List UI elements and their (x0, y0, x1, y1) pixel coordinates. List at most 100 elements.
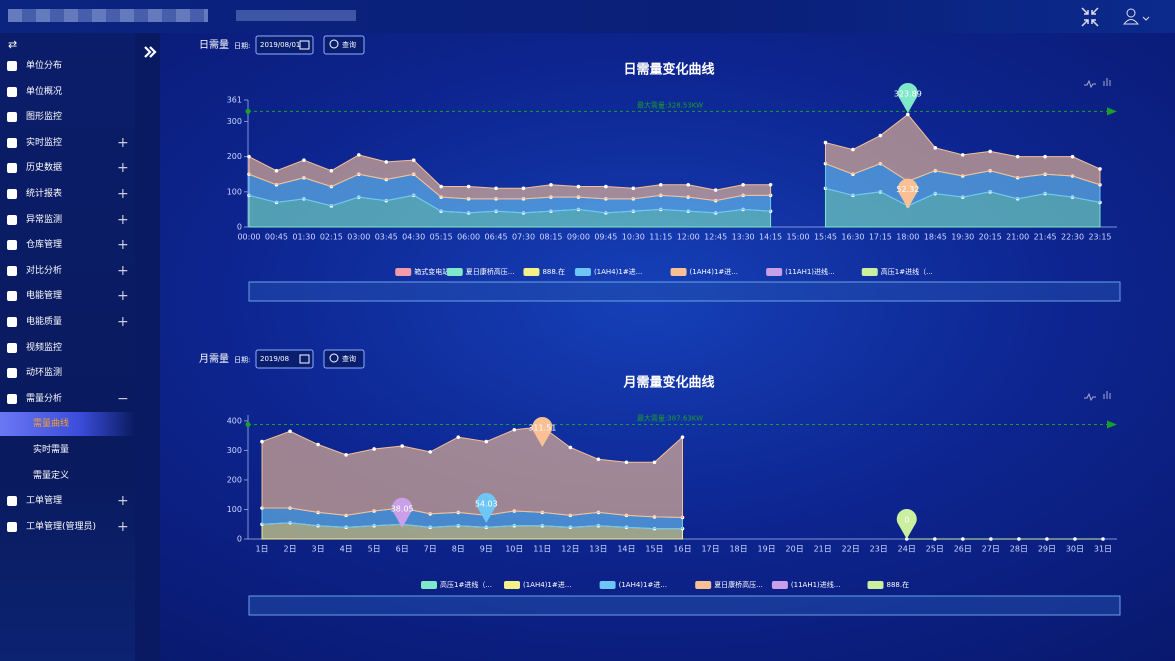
x-tick-label: 18:00 (896, 233, 919, 242)
menu-item[interactable]: 动环监测 (0, 361, 135, 385)
calendar-icon (299, 40, 310, 50)
legend-label: (11AH1)进线... (791, 580, 841, 589)
legend-swatch[interactable] (599, 581, 616, 589)
x-tick-label: 15:00 (787, 233, 810, 242)
x-tick-label: 07:30 (512, 233, 535, 242)
legend-label: (1AH4)1#进... (523, 581, 571, 589)
marker-pin (897, 178, 918, 209)
max-line-arrow (1107, 107, 1117, 116)
x-tick-label: 8日 (452, 545, 465, 554)
date-input[interactable] (255, 349, 314, 369)
legend-swatch[interactable] (395, 268, 412, 276)
legend-swatch[interactable] (766, 268, 783, 276)
legend-swatch[interactable] (446, 268, 463, 276)
menu-item[interactable]: 统计报表 + (0, 182, 135, 206)
x-tick-label: 14日 (617, 545, 635, 554)
legend-swatch[interactable] (504, 581, 520, 589)
toolbox-icons[interactable] (1084, 391, 1111, 402)
legend-label: 夏日康桥高压... (466, 267, 515, 276)
menu-item[interactable]: 电能管理 + (0, 284, 135, 308)
x-tick-label: 00:45 (265, 233, 288, 242)
point (933, 146, 938, 150)
menu-label: 需量分析 (26, 393, 63, 404)
x-tick-label: 12:45 (704, 233, 727, 242)
toolbox-icons[interactable] (1084, 78, 1111, 89)
menu-toggle: + (117, 237, 129, 254)
menu-toggle: + (117, 211, 129, 228)
date-value: 2019/08/01 (260, 41, 300, 49)
point (1070, 154, 1075, 159)
menu-item[interactable]: 工单管理(管理员) + (0, 515, 135, 539)
x-tick-label: 19日 (758, 545, 776, 554)
point (329, 168, 334, 173)
menu-toggle: − (117, 390, 129, 407)
menu-item[interactable]: 历史数据 + (0, 156, 135, 180)
x-tick-label: 21:00 (1006, 233, 1029, 242)
point (1045, 537, 1049, 541)
submenu-item[interactable]: 需量曲线 (0, 412, 135, 437)
submenu-label: 需量曲线 (33, 419, 70, 430)
legend-swatch[interactable] (670, 268, 687, 276)
legend-label: 888.在 (887, 580, 910, 589)
menu-item[interactable]: 工单管理 + (0, 489, 135, 513)
x-tick-label: 12:00 (677, 233, 700, 242)
point (988, 149, 992, 154)
legend-swatch[interactable] (771, 581, 788, 589)
x-tick-label: 6日 (396, 545, 409, 554)
zoom-slider[interactable] (248, 595, 1121, 616)
legend-swatch[interactable] (695, 581, 712, 589)
menu-item[interactable]: 电能质量 + (0, 310, 135, 334)
point (466, 184, 471, 189)
zoom-slider[interactable] (248, 281, 1121, 302)
menu-icon (7, 112, 17, 123)
menu-item[interactable]: 单位分布 (0, 54, 135, 78)
menu-icon (7, 342, 17, 353)
legend-swatch[interactable] (861, 268, 878, 276)
x-tick-label: 19:30 (951, 233, 974, 242)
search-icon (329, 353, 339, 363)
menu-icon (7, 240, 17, 251)
legend-swatch[interactable] (523, 268, 540, 276)
collapse-strip[interactable] (135, 33, 160, 661)
menu-label: 对比分析 (26, 265, 63, 276)
menu-item[interactable]: 异常监测 + (0, 208, 135, 232)
x-tick-label: 17:15 (869, 233, 892, 242)
submenu-item[interactable]: 实时需量 (0, 438, 135, 462)
menu-label: 单位分布 (26, 61, 63, 71)
point (878, 133, 883, 138)
x-tick-label: 04:30 (402, 233, 425, 242)
point (604, 184, 608, 189)
point (851, 147, 855, 152)
legend-swatch[interactable] (421, 581, 437, 589)
submenu-item[interactable]: 需量定义 (0, 464, 135, 488)
menu-icon (7, 61, 17, 71)
menu-item[interactable]: 单位概况 (0, 80, 135, 104)
x-tick-label: 12日 (561, 545, 579, 554)
menu-item[interactable]: 对比分析 + (0, 259, 135, 283)
top-icons[interactable] (1080, 6, 1160, 28)
point (428, 450, 433, 454)
menu-label: 工单管理 (26, 496, 63, 507)
point (456, 435, 461, 439)
menu-item[interactable]: 需量分析 − (0, 387, 135, 411)
menu-item[interactable]: 图形监控 (0, 105, 135, 129)
x-tick-label: 27日 (982, 545, 1000, 554)
point (1017, 537, 1021, 541)
x-tick-label: 10日 (505, 545, 523, 554)
point (1043, 154, 1047, 159)
legend-swatch[interactable] (867, 581, 884, 589)
date-input[interactable] (255, 35, 314, 55)
menu-label: 历史数据 (26, 163, 63, 174)
legend-label: 888.在 (542, 267, 565, 276)
point (741, 182, 745, 187)
menu-item[interactable]: 仓库管理 + (0, 233, 135, 257)
menu-item[interactable]: 实时监控 + (0, 131, 135, 155)
point (411, 158, 416, 162)
legend-swatch[interactable] (574, 268, 591, 276)
menu-toggle: + (117, 493, 129, 510)
x-tick-label: 23:15 (1088, 233, 1111, 242)
chart-title: 月需量变化曲线 (622, 375, 714, 391)
y-tick-label: 400 (227, 416, 242, 425)
legend-label: 箱式变电站 (414, 267, 449, 276)
menu-item[interactable]: 视频监控 (0, 336, 135, 360)
